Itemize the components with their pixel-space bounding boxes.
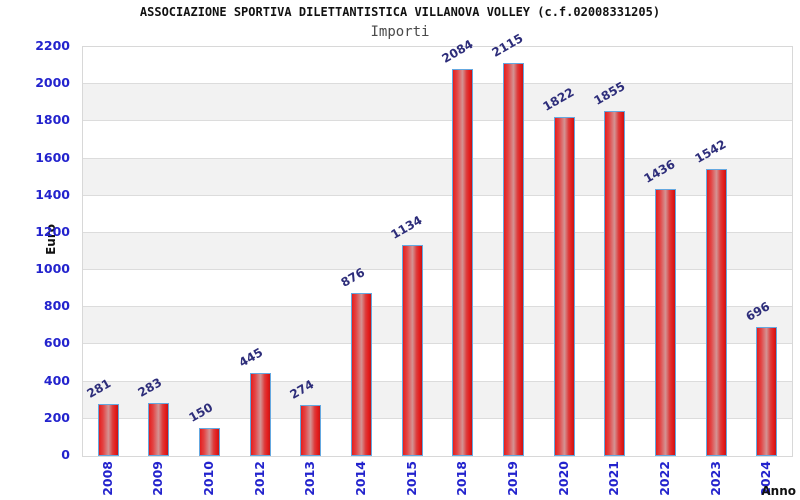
bar — [502, 62, 524, 456]
x-tick: 2022 — [644, 461, 684, 500]
y-tick-label: 2200 — [35, 38, 70, 53]
y-tick-label: 400 — [43, 372, 70, 388]
gridline — [83, 83, 792, 85]
bar — [401, 245, 423, 456]
gridline — [83, 380, 792, 382]
bar — [452, 68, 474, 456]
plot-band — [83, 344, 792, 382]
bar — [705, 169, 727, 456]
x-tick-label: 2020 — [555, 461, 571, 496]
x-tick-label: 2019 — [504, 461, 520, 496]
y-tick-label: 1000 — [35, 261, 70, 277]
x-tick-label: 2010 — [201, 461, 217, 496]
x-tick-label: 2013 — [302, 461, 318, 496]
gridline — [83, 306, 792, 308]
bar — [97, 403, 119, 456]
gridline — [83, 343, 792, 345]
x-tick: 2018 — [442, 461, 482, 500]
plot-band — [83, 270, 792, 308]
gridline — [83, 231, 792, 233]
gridline — [83, 269, 792, 271]
bar — [300, 405, 322, 456]
x-tick: 2023 — [695, 461, 735, 500]
x-tick-label: 2014 — [353, 461, 369, 496]
y-tick-label: 800 — [43, 298, 70, 314]
x-tick-label: 2018 — [454, 461, 470, 496]
x-tick-label: 2009 — [150, 461, 166, 496]
x-tick: 2015 — [391, 461, 431, 500]
x-tick-label: 2022 — [656, 461, 672, 496]
x-tick: 2009 — [138, 461, 178, 500]
x-tick: 2021 — [594, 461, 634, 500]
x-tick: 2010 — [189, 461, 229, 500]
y-tick-label: 1600 — [35, 149, 70, 165]
plot-band — [83, 121, 792, 159]
x-tick: 2020 — [543, 461, 583, 500]
bar — [351, 293, 373, 456]
bar — [249, 373, 271, 456]
plot-band — [83, 84, 792, 122]
x-axis-label: Anno — [761, 484, 796, 498]
gridline — [83, 157, 792, 159]
chart-subtitle: Importi — [370, 24, 430, 40]
bar — [148, 403, 170, 456]
y-tick-label: 1200 — [35, 223, 70, 239]
x-tick-label: 2012 — [251, 461, 267, 496]
x-tick: 2019 — [492, 461, 532, 500]
y-tick-label: 200 — [43, 409, 70, 425]
x-tick-label: 2021 — [606, 461, 622, 496]
x-tick-label: 2023 — [707, 461, 723, 496]
plot-band — [83, 307, 792, 345]
gridline — [83, 417, 792, 419]
gridline — [83, 120, 792, 122]
y-tick-label: 0 — [61, 447, 70, 462]
x-tick-label: 2015 — [403, 461, 419, 496]
bar — [654, 189, 676, 456]
y-tick-label: 1800 — [35, 112, 70, 128]
bar — [553, 117, 575, 456]
y-tick-label: 1400 — [35, 186, 70, 202]
plot-band — [83, 47, 792, 85]
plot-band — [83, 158, 792, 196]
gridline — [83, 194, 792, 196]
plot-band — [83, 195, 792, 233]
bar — [604, 111, 626, 456]
y-tick-label: 2000 — [35, 75, 70, 91]
bar — [199, 428, 221, 456]
plot-band — [83, 418, 792, 456]
x-tick: 2014 — [341, 461, 381, 500]
bar — [756, 326, 778, 456]
chart-title: ASSOCIAZIONE SPORTIVA DILETTANTISTICA VI… — [139, 5, 661, 19]
x-tick: 2008 — [87, 461, 127, 500]
x-tick: 2013 — [290, 461, 330, 500]
x-tick-label: 2008 — [99, 461, 115, 496]
y-tick-label: 600 — [43, 335, 70, 351]
plot-band — [83, 232, 792, 271]
plot-area: 281 283 150 445 274 876 1134 2084 2115 1822 1855 14… — [82, 31, 793, 457]
x-tick: 2012 — [239, 461, 279, 500]
